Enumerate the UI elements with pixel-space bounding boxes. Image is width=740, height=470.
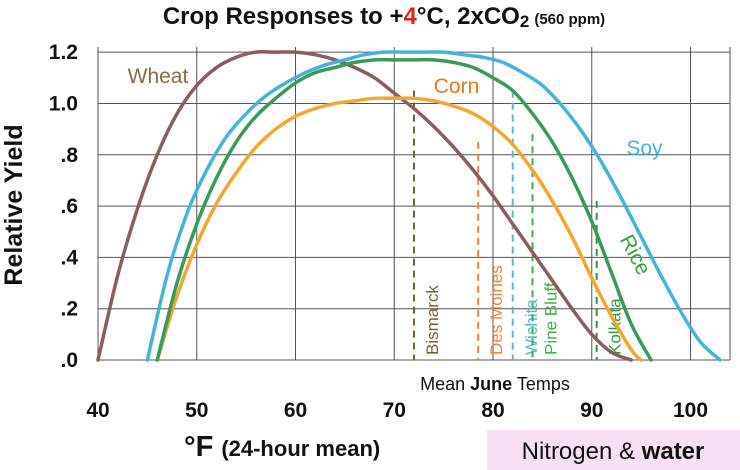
tick-layer: .0 .2 .4 .6 .8 1.0 1.2 40 50 60 70 80 90 100 [49,41,708,422]
series-label-wheat: Wheat [128,65,189,88]
city-label: Bismarck [423,285,442,355]
mean-june-pre: Mean [420,374,470,394]
x-tick-label: 60 [284,399,307,422]
y-tick-label: .4 [60,246,78,269]
city-label: Des Moines [487,265,506,355]
chart-title: Crop Responses to +4°C, 2xCO2 (560 ppm) [163,3,605,31]
x-tick-label: 40 [86,399,109,422]
x-tick-label: 50 [185,399,208,422]
x-axis-label-sub: (24-hour mean) [221,436,380,461]
x-tick-label: 70 [383,399,406,422]
footnote-bold: water [641,438,705,465]
city-label: Wichita [522,299,541,355]
mean-june-temps-label: Mean June Temps [420,374,570,394]
title-subscript: 2 [520,12,529,31]
y-tick-label: .6 [60,195,78,218]
title-note: (560 ppm) [534,11,605,28]
series-line-corn [155,96,643,362]
y-tick-label: 1.0 [49,92,78,115]
y-tick-label: .8 [60,144,78,167]
x-tick-label: 100 [673,399,708,422]
footnote: Nitrogen & water [522,438,705,465]
series-label-rice: Rice [615,231,655,279]
series-line-rice [155,57,653,362]
footnote-pre: Nitrogen & [522,438,642,465]
series-layer [96,50,722,362]
x-axis-label: °F (24-hour mean) [184,431,380,463]
title-suffix: °C, 2xCO [417,3,520,30]
series-label-corn: Corn [434,75,480,98]
y-tick-label: 1.2 [49,41,78,64]
city-label: Pine Bluff [542,282,561,355]
x-tick-label: 90 [580,399,603,422]
series-label-soy: Soy [626,137,663,160]
y-tick-label: .0 [60,349,78,372]
footnote-background [487,430,740,470]
title-prefix: Crop Responses to + [163,3,404,30]
y-axis-label: Relative Yield [0,124,28,285]
x-axis-label-main: °F [184,431,213,463]
x-tick-label: 80 [481,399,504,422]
series-line-soy [145,50,722,362]
mean-june-bold: June [470,374,512,394]
title-highlight: 4 [404,3,418,30]
y-tick-label: .2 [60,298,78,321]
mean-june-post: Temps [512,374,570,394]
series-line-wheat [96,50,633,362]
